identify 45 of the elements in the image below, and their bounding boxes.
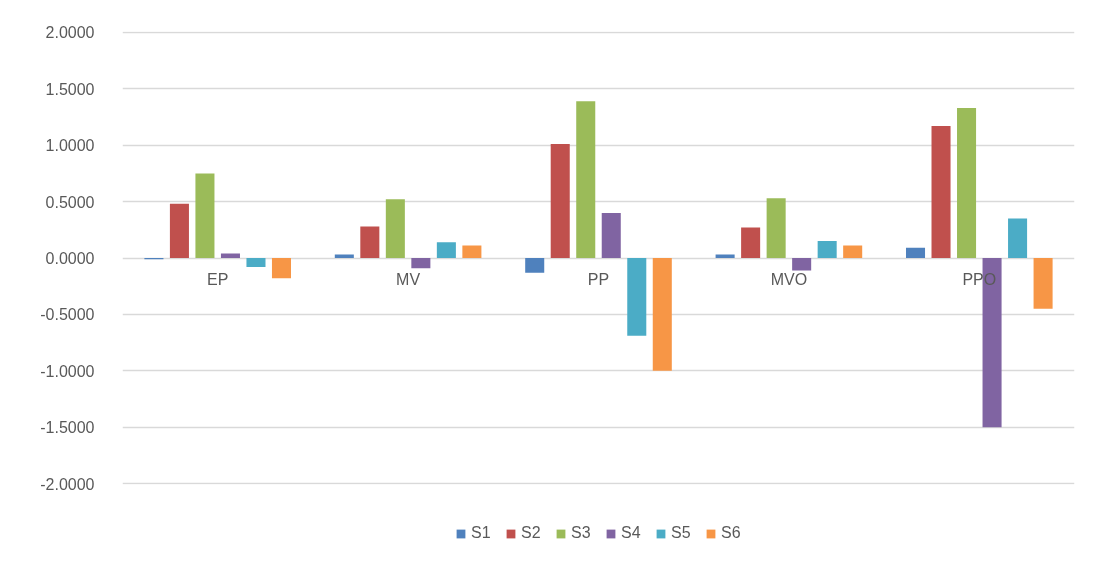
legend-label: S1 [471, 524, 491, 542]
y-tick-label: 2.0000 [45, 24, 95, 42]
y-tick-label: 1.0000 [45, 137, 95, 155]
bar [576, 101, 596, 258]
bar [411, 258, 431, 269]
bar [741, 227, 761, 258]
bar [601, 212, 621, 258]
bar [436, 242, 456, 258]
bar [195, 173, 215, 258]
x-tick-label: MV [396, 271, 421, 288]
bar [385, 199, 405, 258]
y-tick-label: 0.0000 [45, 250, 95, 267]
y-tick-label: 0.5000 [45, 193, 95, 211]
legend-label: S6 [721, 524, 741, 542]
x-tick-label: PP [587, 271, 610, 288]
bar [220, 253, 240, 258]
bar [246, 258, 266, 268]
bar [931, 126, 951, 258]
bar [843, 245, 863, 258]
bar [766, 198, 786, 258]
bar [271, 258, 291, 279]
bar [525, 258, 545, 273]
bar [957, 107, 977, 258]
bar [550, 144, 570, 258]
bar [627, 258, 647, 336]
bar [906, 247, 926, 258]
bar [360, 226, 380, 258]
bar [817, 241, 837, 258]
y-tick-label: -2.0000 [40, 475, 95, 493]
y-tick-label: 1.5000 [45, 80, 95, 98]
y-tick-label: -1.0000 [40, 362, 95, 380]
y-tick-label: -0.5000 [40, 306, 95, 324]
x-tick-label: MVO [770, 271, 808, 288]
x-tick-label: EP [207, 271, 229, 288]
bar [792, 258, 812, 271]
legend-label: S2 [521, 524, 541, 542]
bar [462, 245, 482, 258]
bar [1033, 258, 1053, 309]
bar [1008, 218, 1028, 258]
bar [652, 258, 672, 371]
legend-label: S3 [571, 524, 591, 542]
bar [169, 203, 189, 258]
y-tick-label: -1.5000 [40, 419, 95, 437]
legend-label: S4 [621, 524, 641, 542]
legend-label: S5 [671, 524, 691, 542]
